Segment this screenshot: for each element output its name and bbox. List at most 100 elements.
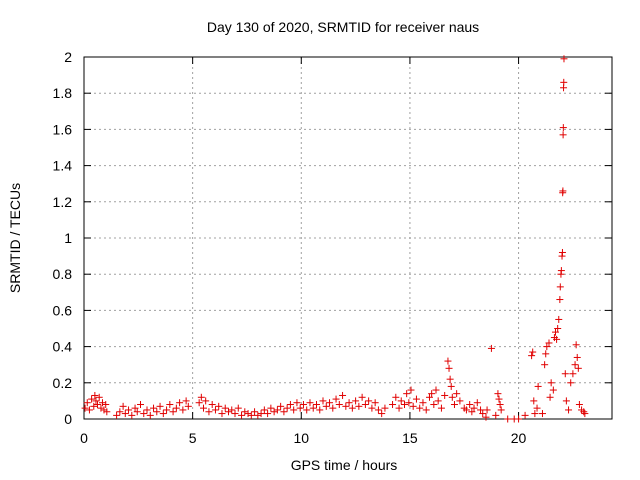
- data-point: [416, 404, 424, 412]
- data-point: [153, 408, 161, 416]
- data-point: [264, 410, 272, 418]
- data-point: [93, 401, 101, 409]
- data-point: [395, 404, 403, 412]
- data-point: [534, 382, 542, 390]
- data-points: [81, 55, 589, 423]
- data-point: [316, 406, 324, 414]
- data-point: [565, 406, 573, 414]
- data-point: [306, 399, 314, 407]
- data-point: [244, 410, 252, 418]
- data-point: [561, 370, 569, 378]
- data-point: [445, 364, 453, 372]
- data-point: [280, 408, 288, 416]
- data-point: [211, 406, 219, 414]
- data-point: [531, 410, 539, 418]
- plot-frame: [83, 56, 613, 420]
- data-point: [444, 357, 452, 365]
- data-point: [329, 404, 337, 412]
- data-point: [121, 410, 129, 418]
- y-tick-label: 0.2: [53, 375, 73, 391]
- data-point: [462, 406, 470, 414]
- data-point: [419, 399, 427, 407]
- data-point: [580, 408, 588, 416]
- data-point: [143, 406, 151, 414]
- x-tick-label: 15: [402, 430, 418, 446]
- data-point: [81, 404, 89, 412]
- data-point: [179, 406, 187, 414]
- data-point: [176, 399, 184, 407]
- data-point: [552, 328, 560, 336]
- data-point: [218, 410, 226, 418]
- y-tick-label: 0.8: [53, 266, 73, 282]
- data-point: [102, 401, 110, 409]
- data-point: [495, 395, 503, 403]
- data-point: [312, 401, 320, 409]
- data-point: [560, 78, 568, 86]
- data-point: [559, 131, 567, 139]
- data-point: [221, 404, 229, 412]
- data-point: [378, 410, 386, 418]
- data-point: [339, 391, 347, 399]
- data-point: [543, 343, 551, 351]
- data-point: [97, 404, 105, 412]
- data-point: [156, 402, 164, 410]
- data-point: [434, 397, 442, 405]
- data-point: [273, 406, 281, 414]
- data-point: [83, 399, 91, 407]
- data-point: [254, 411, 262, 419]
- data-point: [553, 335, 561, 343]
- data-point: [365, 397, 373, 405]
- data-point: [448, 393, 456, 401]
- data-point: [309, 404, 317, 412]
- data-point: [197, 393, 205, 401]
- data-point: [569, 370, 577, 378]
- data-point: [479, 410, 487, 418]
- data-point: [234, 404, 242, 412]
- data-point: [555, 315, 563, 323]
- data-point: [136, 401, 144, 409]
- data-point: [195, 399, 203, 407]
- data-point: [293, 399, 301, 407]
- data-point: [541, 361, 549, 369]
- data-point: [182, 397, 190, 405]
- data-point: [477, 406, 485, 414]
- y-tick-label: 2: [64, 49, 72, 65]
- data-point: [381, 404, 389, 412]
- data-point: [352, 397, 360, 405]
- data-point: [202, 397, 210, 405]
- x-tick-label: 0: [80, 430, 88, 446]
- data-point: [172, 404, 180, 412]
- data-point: [405, 399, 413, 407]
- data-point: [215, 402, 223, 410]
- data-point: [453, 390, 461, 398]
- data-point: [428, 390, 436, 398]
- y-tick-label: 1: [64, 230, 72, 246]
- data-point: [556, 283, 564, 291]
- data-point: [542, 350, 550, 358]
- data-point: [119, 402, 127, 410]
- data-point: [494, 390, 502, 398]
- data-point: [549, 386, 557, 394]
- data-point: [422, 406, 430, 414]
- data-point: [85, 406, 93, 414]
- data-point: [277, 402, 285, 410]
- data-point: [267, 404, 275, 412]
- data-point: [90, 402, 98, 410]
- data-point: [556, 296, 564, 304]
- x-tick-label: 5: [189, 430, 197, 446]
- data-point: [487, 344, 495, 352]
- y-tick-label: 1.2: [53, 194, 73, 210]
- data-point: [146, 411, 154, 419]
- data-point: [554, 325, 562, 332]
- data-point: [497, 406, 505, 414]
- data-point: [392, 393, 400, 401]
- data-point: [91, 391, 99, 399]
- data-point: [572, 341, 580, 349]
- data-point: [389, 401, 397, 409]
- data-point: [430, 401, 438, 409]
- data-point: [557, 267, 565, 275]
- data-point: [538, 410, 546, 418]
- data-point: [326, 399, 334, 407]
- data-point: [432, 386, 440, 394]
